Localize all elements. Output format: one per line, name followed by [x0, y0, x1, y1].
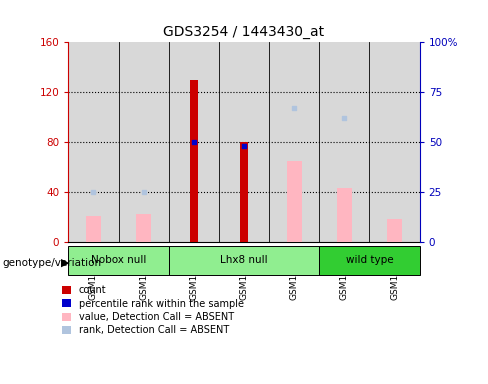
Bar	[319, 42, 369, 242]
Bar	[369, 42, 420, 242]
Legend: count, percentile rank within the sample, value, Detection Call = ABSENT, rank, : count, percentile rank within the sample…	[62, 285, 244, 335]
Bar	[240, 142, 248, 242]
Text: ▶: ▶	[61, 258, 69, 268]
Bar	[337, 188, 352, 242]
Bar	[169, 42, 219, 242]
Point	[89, 189, 97, 195]
Bar	[136, 214, 151, 242]
Text: Lhx8 null: Lhx8 null	[220, 255, 268, 265]
Bar	[269, 42, 319, 242]
Bar	[286, 161, 302, 242]
Text: wild type: wild type	[346, 255, 393, 265]
Bar	[387, 220, 402, 242]
Bar	[219, 42, 269, 242]
Bar	[86, 216, 101, 242]
Point	[290, 105, 298, 111]
Bar	[169, 246, 319, 275]
Bar	[68, 246, 169, 275]
Point	[341, 115, 348, 121]
Text: Nobox null: Nobox null	[91, 255, 146, 265]
Text: genotype/variation: genotype/variation	[2, 258, 102, 268]
Point	[140, 189, 147, 195]
Bar	[319, 246, 420, 275]
Bar	[68, 42, 119, 242]
Text: GDS3254 / 1443430_at: GDS3254 / 1443430_at	[163, 25, 325, 39]
Bar	[119, 42, 169, 242]
Point	[190, 139, 198, 145]
Point	[240, 143, 248, 149]
Bar	[190, 79, 198, 242]
